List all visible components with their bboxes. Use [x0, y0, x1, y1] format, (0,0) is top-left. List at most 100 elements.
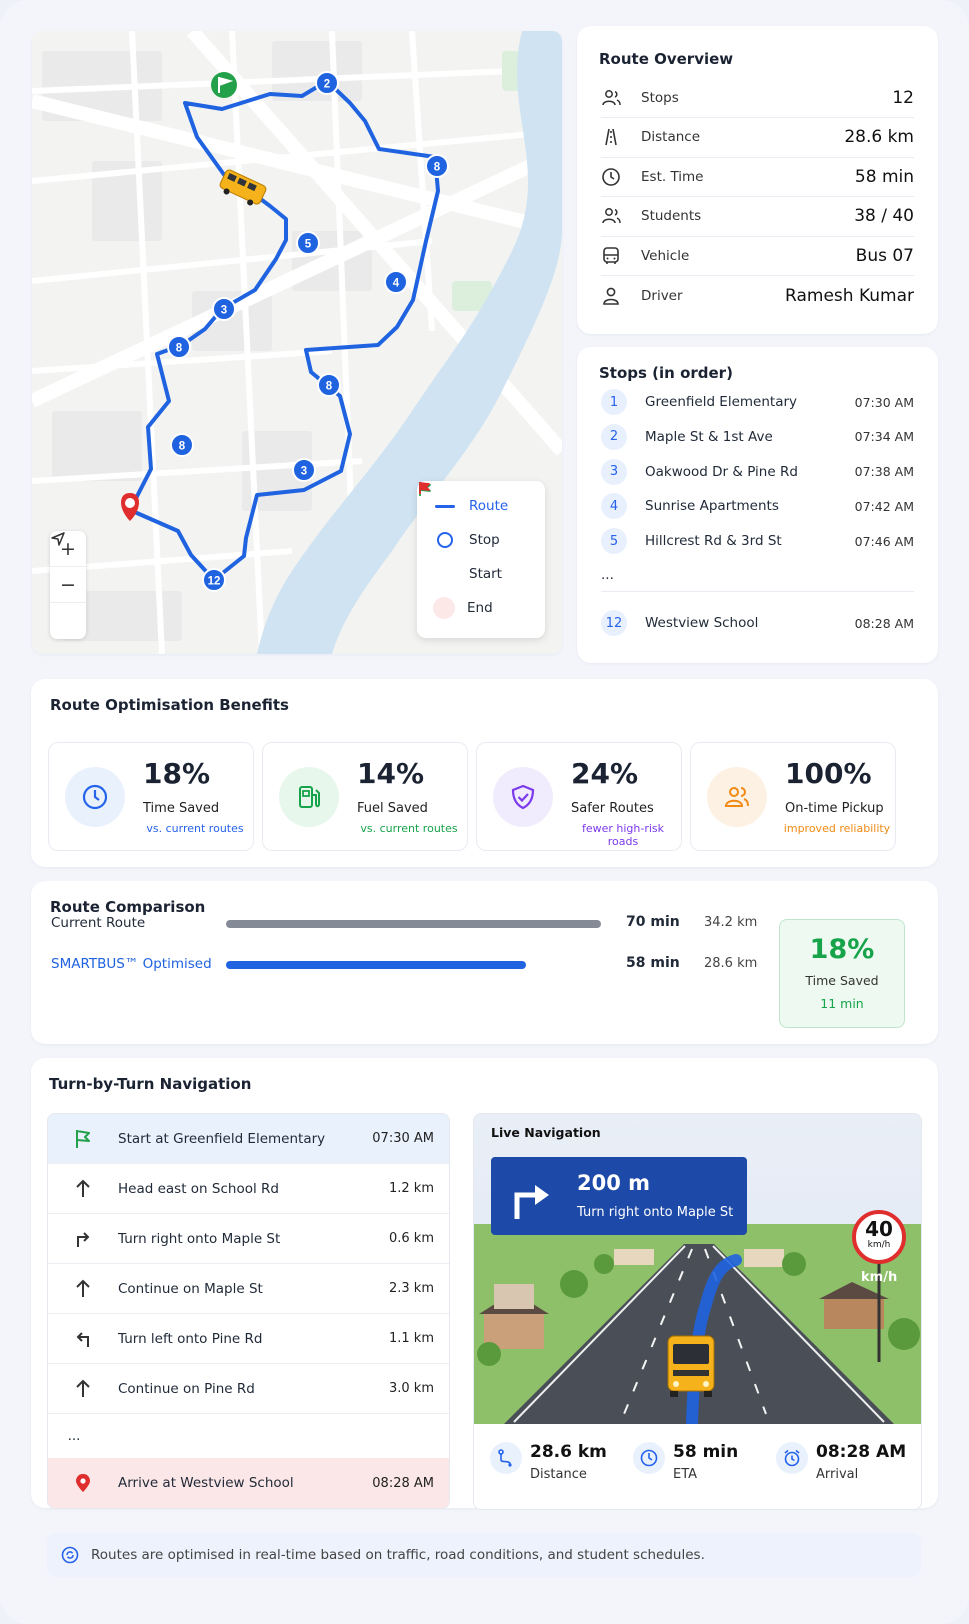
navigation-step-end[interactable]: Arrive at Westview School 08:28 AM [48, 1458, 449, 1508]
clock-icon [640, 1449, 658, 1467]
legend-label: End [467, 600, 493, 616]
footer-text: Routes are optimised in real-time based … [91, 1547, 705, 1563]
overview-label: Est. Time [641, 168, 704, 185]
live-stat-icon-circle [633, 1442, 665, 1474]
legend-item-stop: Stop [417, 523, 545, 557]
navigation-ellipsis: ... [48, 1414, 449, 1458]
stop-name: Oakwood Dr & Pine Rd [645, 463, 798, 480]
stop-marker[interactable]: 12 [202, 568, 226, 592]
time-saved-box: 18% Time Saved 11 min [779, 919, 905, 1028]
stop-row[interactable]: 1 Greenfield Elementary 07:30 AM [601, 384, 914, 420]
stop-marker[interactable]: 8 [167, 335, 191, 359]
stop-number: 2 [601, 423, 627, 450]
overview-label: Stops [641, 89, 679, 106]
stop-row[interactable]: 3 Oakwood Dr & Pine Rd 07:38 AM [601, 454, 914, 490]
bus-icon [603, 246, 619, 264]
people-icon [602, 89, 621, 105]
stop-row[interactable]: 2 Maple St & 1st Ave 07:34 AM [601, 419, 914, 455]
legend-label: Stop [469, 532, 500, 548]
benefit-card-safer-routes: 24% Safer Routes fewer high-risk roads [476, 742, 682, 851]
step-text: Turn left onto Pine Rd [118, 1330, 263, 1347]
overview-value: 12 [892, 87, 914, 108]
legend-label: Route [469, 498, 509, 514]
time-saved-label: Time Saved [805, 973, 879, 988]
benefit-icon-circle [65, 767, 125, 827]
navigation-step[interactable]: Continue on Pine Rd 3.0 km [48, 1364, 449, 1414]
overview-row-vehicle: Vehicle Bus 07 [601, 236, 914, 276]
stop-marker[interactable]: 8 [425, 154, 449, 178]
benefit-label: Time Saved [143, 801, 220, 816]
stop-number: 5 [601, 528, 627, 555]
locate-button[interactable] [50, 532, 86, 639]
locate-icon [51, 532, 65, 546]
sync-icon [61, 1546, 79, 1564]
zoom-out-button[interactable]: − [50, 567, 86, 603]
stop-marker-number: 5 [305, 239, 312, 251]
stop-marker[interactable]: 3 [292, 458, 316, 482]
stop-row[interactable]: 4 Sunrise Apartments 07:42 AM [601, 488, 914, 524]
live-stat-icon-circle [490, 1442, 522, 1474]
step-text: Turn right onto Maple St [118, 1230, 281, 1247]
start-marker[interactable] [211, 72, 237, 98]
zoom-in-button[interactable]: + [50, 531, 86, 567]
stop-marker-number: 8 [176, 343, 183, 355]
map-canvas[interactable]: 2 8 5 4 3 8 8 3 8 12 [32, 31, 562, 654]
stops-card: Stops (in order) 1 Greenfield Elementary 0… [577, 347, 938, 663]
step-text: Start at Greenfield Elementary [118, 1130, 326, 1147]
benefit-card-time-saved: 18% Time Saved vs. current routes [48, 742, 254, 851]
comparison-time: 58 min [626, 955, 680, 971]
live-navigation-panel[interactable]: Live Navigation 200 m Turn right onto Ma… [473, 1113, 922, 1510]
turn-right-icon [77, 1231, 90, 1247]
stop-row[interactable]: 5 Hillcrest Rd & 3rd St 07:46 AM [601, 523, 914, 559]
navigation-step[interactable]: Start at Greenfield Elementary 07:30 AM [48, 1114, 449, 1164]
end-marker[interactable] [121, 493, 139, 521]
speed-limit-value: 40 [865, 1217, 893, 1241]
legend-label: Start [469, 566, 502, 582]
benefit-sub: vs. current routes [360, 822, 458, 835]
user-icon [603, 287, 619, 305]
navigation-step[interactable]: Continue on Maple St 2.3 km [48, 1264, 449, 1314]
flag-icon [76, 1129, 90, 1148]
bus-marker[interactable] [217, 169, 267, 209]
benefit-sub: vs. current routes [146, 822, 244, 835]
legend-item-end: End [417, 482, 545, 625]
live-stat-distance: 28.6 km Distance [490, 1436, 630, 1496]
stop-marker-number: 8 [326, 381, 333, 393]
step-text: Arrive at Westview School [118, 1475, 294, 1491]
navigation-step[interactable]: Turn right onto Maple St 0.6 km [48, 1214, 449, 1264]
stops-title: Stops (in order) [599, 364, 733, 382]
time-saved-value: 18% [809, 934, 875, 965]
stop-marker[interactable]: 2 [315, 71, 339, 95]
live-bus-icon [667, 1335, 715, 1397]
arrow-up-icon [76, 1179, 90, 1197]
overview-label: Driver [641, 287, 683, 304]
stop-marker[interactable]: 4 [384, 270, 408, 294]
stop-marker[interactable]: 3 [212, 297, 236, 321]
live-stat-arrival: 08:28 AM Arrival [776, 1436, 916, 1496]
navigation-step[interactable]: Head east on School Rd 1.2 km [48, 1164, 449, 1214]
stop-marker[interactable]: 8 [170, 433, 194, 457]
live-stat-value: 28.6 km [530, 1442, 607, 1462]
route-overview-card: Route Overview Stops 12 Distance 28.6 km Est… [577, 26, 938, 334]
route-map[interactable]: 2 8 5 4 3 8 8 3 8 12 + − Route Stop Start [32, 31, 562, 654]
overview-row-driver: Driver Ramesh Kumar [601, 276, 914, 316]
stop-marker-number: 3 [301, 466, 307, 478]
benefits-title: Route Optimisation Benefits [50, 696, 289, 714]
stop-row-last[interactable]: 12 Westview School 08:28 AM [601, 605, 914, 641]
step-text: Head east on School Rd [118, 1180, 279, 1197]
stop-number: 3 [601, 458, 627, 485]
step-text: Continue on Maple St [118, 1280, 263, 1297]
navigation-step[interactable]: Turn left onto Pine Rd 1.1 km [48, 1314, 449, 1364]
benefit-value: 18% [143, 757, 211, 790]
benefit-icon-circle [707, 767, 767, 827]
stop-marker-number: 8 [179, 441, 186, 453]
stop-marker[interactable]: 5 [296, 231, 320, 255]
alarm-icon [784, 1449, 800, 1467]
step-distance: 2.3 km [389, 1281, 434, 1296]
comparison-time: 70 min [626, 914, 680, 930]
stop-marker[interactable]: 8 [317, 373, 341, 397]
overview-value: Bus 07 [855, 245, 914, 266]
overview-label: Vehicle [641, 247, 690, 264]
live-stat-eta: 58 min ETA [633, 1436, 773, 1496]
benefit-value: 24% [571, 757, 639, 790]
